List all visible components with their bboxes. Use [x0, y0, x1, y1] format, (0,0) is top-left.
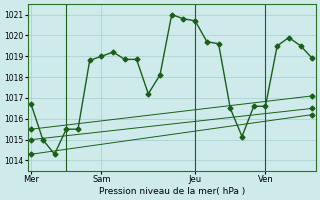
X-axis label: Pression niveau de la mer( hPa ): Pression niveau de la mer( hPa ) — [99, 187, 245, 196]
